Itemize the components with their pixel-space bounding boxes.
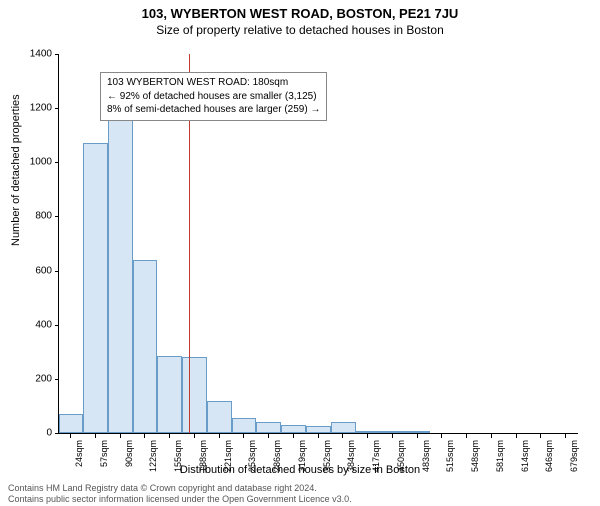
- histogram-bar: [256, 422, 281, 433]
- y-axis-label: Number of detached properties: [10, 94, 22, 246]
- x-tick-mark: [540, 434, 541, 438]
- x-tick-mark: [441, 434, 442, 438]
- histogram-bar: [331, 422, 356, 433]
- histogram-bar: [182, 357, 207, 433]
- y-tick-mark: [55, 108, 59, 109]
- x-tick-mark: [169, 434, 170, 438]
- y-tick-mark: [55, 162, 59, 163]
- chart-title: 103, WYBERTON WEST ROAD, BOSTON, PE21 7J…: [0, 6, 600, 21]
- y-tick-mark: [55, 216, 59, 217]
- histogram-bar: [108, 116, 133, 433]
- y-tick-label: 600: [22, 265, 52, 276]
- x-tick-mark: [417, 434, 418, 438]
- y-tick-mark: [55, 325, 59, 326]
- x-tick-mark: [293, 434, 294, 438]
- x-tick-mark: [120, 434, 121, 438]
- x-tick-mark: [466, 434, 467, 438]
- y-tick-label: 0: [22, 428, 52, 439]
- x-tick-mark: [565, 434, 566, 438]
- y-tick-label: 1000: [22, 157, 52, 168]
- x-tick-mark: [95, 434, 96, 438]
- chart-area: 103 WYBERTON WEST ROAD: 180sqm ← 92% of …: [58, 54, 578, 434]
- histogram-bar: [281, 425, 306, 433]
- x-tick-mark: [144, 434, 145, 438]
- histogram-bar: [306, 426, 331, 433]
- histogram-bar: [356, 431, 380, 433]
- x-tick-mark: [194, 434, 195, 438]
- x-tick-mark: [318, 434, 319, 438]
- y-tick-label: 800: [22, 211, 52, 222]
- x-tick-mark: [342, 434, 343, 438]
- histogram-bar: [157, 356, 182, 433]
- x-tick-mark: [491, 434, 492, 438]
- info-line-2: ← 92% of detached houses are smaller (3,…: [107, 90, 320, 104]
- histogram-bar: [232, 418, 256, 433]
- histogram-bar: [207, 401, 232, 433]
- x-tick-mark: [243, 434, 244, 438]
- y-tick-mark: [55, 54, 59, 55]
- x-tick-mark: [367, 434, 368, 438]
- histogram-bar: [83, 143, 108, 433]
- x-tick-mark: [392, 434, 393, 438]
- histogram-bar: [380, 431, 405, 433]
- x-tick-mark: [268, 434, 269, 438]
- footer-attribution: Contains HM Land Registry data © Crown c…: [8, 483, 352, 504]
- footer-line-1: Contains HM Land Registry data © Crown c…: [8, 483, 352, 493]
- x-tick-mark: [70, 434, 71, 438]
- histogram-bar: [405, 431, 430, 433]
- y-tick-label: 1400: [22, 49, 52, 60]
- footer-line-2: Contains public sector information licen…: [8, 494, 352, 504]
- x-tick-mark: [219, 434, 220, 438]
- y-tick-label: 400: [22, 319, 52, 330]
- x-tick-mark: [516, 434, 517, 438]
- histogram-bar: [59, 414, 83, 433]
- chart-subtitle: Size of property relative to detached ho…: [0, 23, 600, 37]
- y-tick-mark: [55, 433, 59, 434]
- info-line-3: 8% of semi-detached houses are larger (2…: [107, 103, 320, 117]
- histogram-bar: [133, 260, 157, 433]
- y-tick-label: 200: [22, 373, 52, 384]
- info-box: 103 WYBERTON WEST ROAD: 180sqm ← 92% of …: [100, 72, 327, 121]
- y-tick-mark: [55, 271, 59, 272]
- y-tick-mark: [55, 379, 59, 380]
- x-axis-label: Distribution of detached houses by size …: [0, 464, 600, 476]
- info-line-1: 103 WYBERTON WEST ROAD: 180sqm: [107, 76, 320, 90]
- y-tick-label: 1200: [22, 103, 52, 114]
